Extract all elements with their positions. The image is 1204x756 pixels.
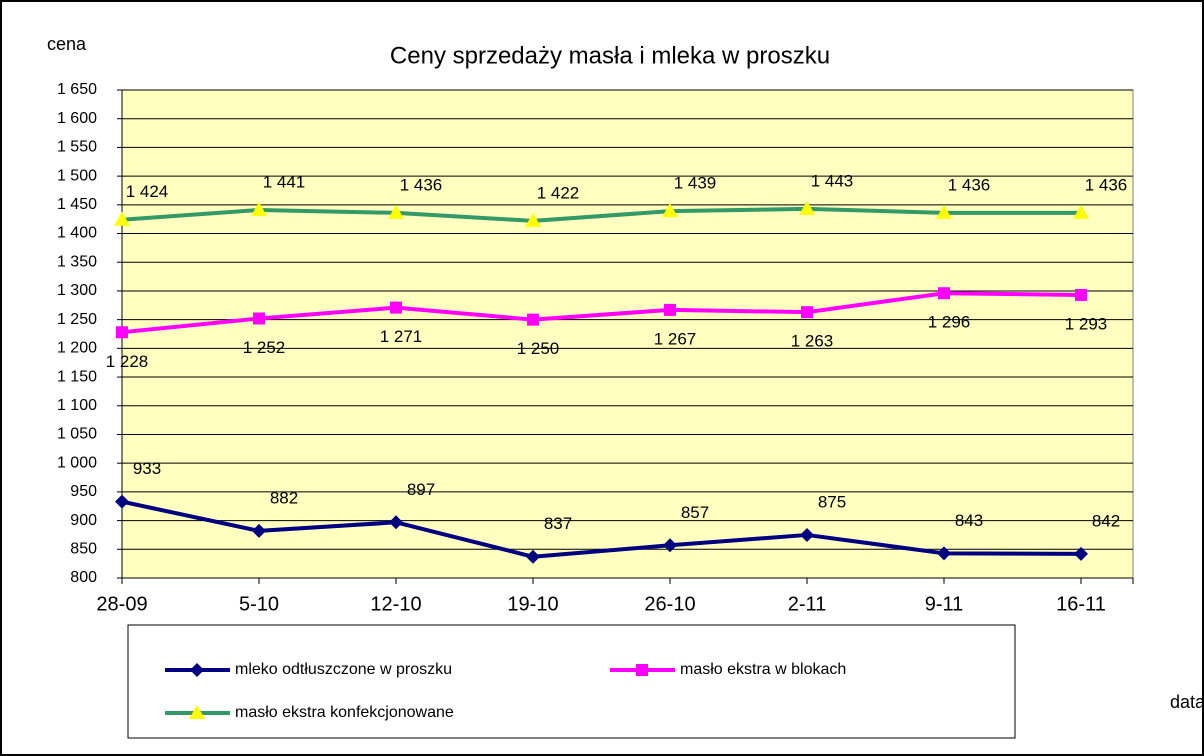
- data-label: 897: [407, 480, 435, 499]
- y-tick-label: 1 350: [57, 253, 97, 270]
- data-point: [252, 523, 266, 538]
- y-tick-label: 1 100: [57, 397, 97, 414]
- data-point: [388, 204, 404, 219]
- data-label: 933: [133, 459, 161, 478]
- legend-marker: [190, 663, 204, 677]
- data-label: 1 436: [948, 175, 991, 194]
- data-label: 1 439: [674, 174, 717, 193]
- data-point: [1075, 288, 1087, 301]
- x-tick-label: 9-11: [925, 593, 964, 615]
- y-tick-label: 800: [70, 569, 97, 586]
- legend-label: masło ekstra w blokach: [680, 661, 846, 678]
- data-point: [116, 326, 128, 339]
- data-point: [938, 287, 950, 300]
- y-tick-label: 1 450: [57, 196, 97, 213]
- data-point: [115, 494, 129, 509]
- x-axis-label: data: [1170, 692, 1204, 712]
- data-label: 1 250: [517, 339, 560, 358]
- data-label: 1 296: [928, 313, 971, 332]
- data-label: 857: [681, 503, 709, 522]
- y-tick-label: 1 300: [57, 282, 97, 299]
- series-line: [121, 206, 1081, 223]
- data-point: [390, 301, 402, 314]
- data-label: 837: [544, 514, 572, 533]
- data-point: [526, 549, 540, 564]
- chart-title: Ceny sprzedaży masła i mleka w proszku: [390, 42, 830, 69]
- y-tick-label: 1 650: [57, 81, 97, 98]
- data-point: [663, 538, 677, 553]
- x-tick-label: 26-10: [644, 593, 695, 615]
- data-label: 1 443: [811, 171, 854, 190]
- legend-marker: [189, 705, 205, 719]
- y-tick-label: 1 600: [57, 110, 97, 127]
- data-label: 1 228: [106, 352, 149, 371]
- data-label: 1 271: [380, 327, 423, 346]
- data-label: 1 267: [654, 329, 697, 348]
- data-point: [801, 306, 813, 319]
- data-point: [800, 527, 814, 542]
- series-line: [121, 291, 1082, 335]
- data-point: [662, 203, 678, 218]
- x-tick-label: 16-11: [1056, 593, 1106, 615]
- data-label: 1 422: [537, 183, 580, 202]
- y-tick-label: 1 400: [57, 225, 97, 242]
- y-tick-label: 1 200: [57, 340, 97, 357]
- x-tick-label: 28-09: [96, 593, 147, 615]
- legend: [127, 624, 1016, 739]
- data-point: [937, 546, 951, 561]
- data-point: [251, 201, 267, 216]
- y-tick-label: 950: [70, 483, 97, 500]
- data-point: [114, 211, 130, 226]
- legend-label: mleko odtłuszczone w proszku: [235, 661, 452, 678]
- data-point: [253, 312, 265, 325]
- data-label: 1 263: [791, 332, 834, 351]
- data-point: [525, 212, 541, 227]
- x-tick-label: 5-10: [239, 593, 279, 615]
- y-tick-label: 900: [70, 512, 97, 529]
- y-tick-label: 1 550: [57, 139, 97, 156]
- data-label: 843: [955, 511, 983, 530]
- y-tick-label: 1 250: [57, 311, 97, 328]
- series-line: [121, 499, 1082, 559]
- data-label: 1 293: [1065, 314, 1108, 333]
- data-point: [1074, 546, 1088, 561]
- data-label: 1 436: [400, 175, 443, 194]
- y-tick-label: 850: [70, 541, 97, 558]
- x-tick-label: 12-10: [370, 593, 421, 615]
- data-point: [664, 303, 676, 316]
- data-label: 875: [818, 492, 846, 511]
- y-axis-label: cena: [47, 34, 87, 54]
- y-tick-label: 1 050: [57, 426, 97, 443]
- data-point: [799, 200, 815, 215]
- legend-label: masło ekstra konfekcjonowane: [235, 704, 454, 721]
- data-label: 1 252: [243, 338, 286, 357]
- y-tick-label: 1 000: [57, 454, 97, 471]
- data-label: 1 441: [263, 172, 306, 191]
- data-point: [389, 515, 403, 530]
- legend-marker: [636, 664, 648, 676]
- data-label: 882: [270, 488, 298, 507]
- y-tick-label: 1 500: [57, 167, 97, 184]
- x-tick-label: 19-10: [507, 593, 558, 615]
- data-point: [1073, 204, 1089, 219]
- data-label: 1 436: [1085, 175, 1128, 194]
- y-tick-label: 1 150: [57, 368, 97, 385]
- data-point: [527, 313, 539, 326]
- x-tick-label: 2-11: [788, 593, 827, 615]
- data-point: [936, 204, 952, 219]
- data-label: 842: [1092, 511, 1120, 530]
- data-label: 1 424: [126, 182, 169, 201]
